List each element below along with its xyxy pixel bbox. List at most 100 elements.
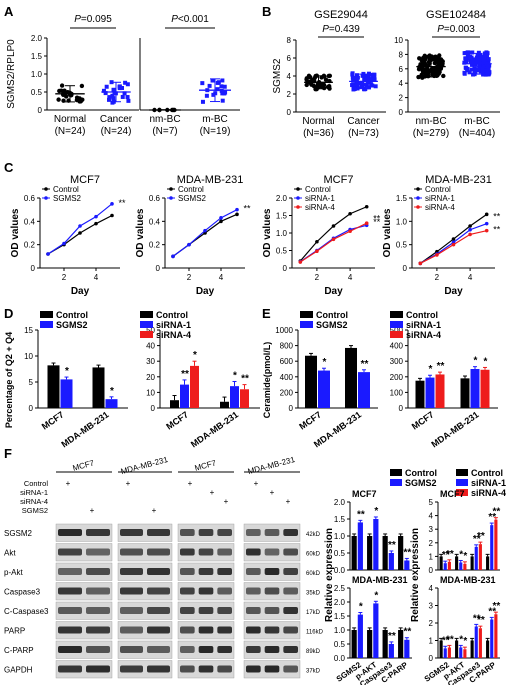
data-point [464,59,469,64]
panel-a-right-pvalue: P<0.001 [171,14,209,25]
bar [60,379,73,408]
series-point [171,254,175,259]
data-point [351,78,356,83]
data-point [476,68,481,73]
legend-label: Control [156,310,188,320]
blot-band [180,568,195,575]
blot-band [217,646,232,653]
bar [230,386,239,408]
blot-band [147,665,170,673]
blot-band [264,587,280,595]
data-point [354,75,359,80]
data-point [481,55,486,60]
bar [463,563,467,570]
panel-b-right-y-tick-label: 10 [394,36,403,45]
bar-sig: ** [477,615,485,626]
blot-band [283,529,298,536]
bar [305,355,317,408]
panel-c-sig: ** [373,217,381,227]
data-point [79,83,85,89]
blot-condition-label: siRNA-1 [20,488,48,497]
blot-band [246,568,261,575]
blot-band [198,529,214,536]
blot-membrane [55,601,113,620]
legend-label: Control [56,310,88,320]
group-n-label: (N=73) [348,128,379,139]
blot-band [120,548,143,556]
data-point [59,83,65,88]
data-point [369,72,374,77]
panel-e-right-y-tick-label: 400 [390,342,404,351]
blot-membrane [117,562,173,581]
blot-band [217,568,232,575]
bar-sig: ** [388,540,396,551]
panel-b-left-plot: Normal(N=36) Cancer(N=73) [296,71,386,139]
series-point [315,249,319,253]
panel-f-right-bottom-y-tick-label: 3 [429,602,434,611]
blot-condition-mark: + [254,479,259,488]
series-point [219,219,223,224]
panel-d-right-y-tick-label: 50 [146,326,155,335]
blot-band [86,607,110,614]
data-point [486,67,491,72]
bar-sig: ** [403,627,411,638]
bar-sig: * [463,636,467,647]
series-point [235,212,239,217]
data-point [120,94,125,99]
bar [373,519,379,570]
data-point [125,95,130,100]
panel-e-right-y-tick-label: 200 [390,373,404,382]
data-point [210,78,215,83]
data-point [479,57,484,62]
legend-label: siRNA-1 [156,320,191,330]
panel-e-left-y-tick-label: 600 [280,357,294,366]
panel-f-right-top-y-tick-label: 5 [429,498,434,507]
data-point [219,88,224,93]
panel-b-left-y-tick-label: 6 [287,54,292,63]
bar [480,369,490,408]
panel-f-left-bottom-y-tick-label: 2.5 [334,584,346,593]
blot-band [86,568,110,575]
panel-d-left-y-tick-label: 0 [29,404,34,413]
panel-d-right-y-tick-label: 40 [146,342,155,351]
bar [490,619,494,658]
panel-c-sig: ** [243,204,251,214]
panel-c-1-y-tick-label: 0.4 [149,217,161,226]
group-n-label: (N=24) [55,126,86,137]
blot-membrane [55,621,113,640]
category-label: MCF7 [297,409,323,431]
panel-f-left-bottom-y-tick-label: 0.5 [334,640,346,649]
bar [478,544,482,570]
series-point [331,224,336,228]
bar [357,522,363,570]
blot-band [86,665,110,673]
data-point [369,82,374,87]
blot-column-header: MCF7 [194,458,218,472]
blot-membrane [55,543,113,562]
series-point [484,212,489,217]
bar [459,647,463,658]
blot-membrane [55,523,113,542]
bar-sig: ** [181,369,189,380]
data-point [466,50,471,55]
series-line-siRNA-4 [299,222,367,263]
blot-band [120,607,143,614]
panel-c-sig: ** [118,198,126,208]
data-point [370,77,375,82]
data-point [469,67,474,72]
blot-band [283,646,298,653]
data-point [111,96,116,101]
data-point [107,97,112,102]
bar [443,563,447,570]
figure-content: 0 0.5 1.0 1.5 2.0 SGMS2/RPLP0 P=0.095 P<0.001 No… [4,9,506,685]
bar [105,399,118,408]
data-point [304,82,309,88]
panel-c-chart-3: MDA-MB-231 0 0.5 1.0 1.5 2 4 Day OD values ** ** Co… [382,174,501,297]
panel-b-right-y-tick-label: 4 [399,79,404,88]
blot-band [120,646,143,653]
panel-c-x-tick-label: 4 [219,273,224,282]
group-label: Normal [302,116,334,127]
